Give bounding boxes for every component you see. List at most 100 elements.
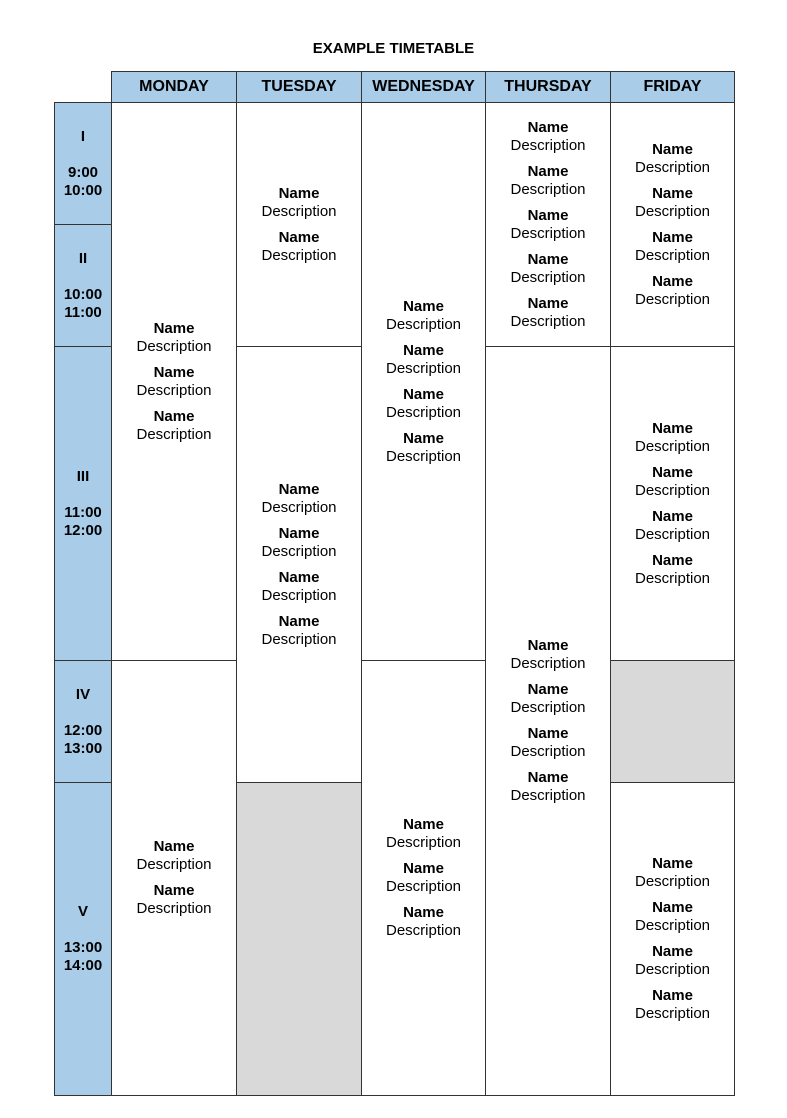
period-label: IV: [75, 685, 91, 703]
class-name: Name: [403, 341, 444, 359]
class-entry: Name Description: [261, 613, 336, 649]
period-cell: I 9:00 10:00: [54, 102, 112, 225]
period-label: V: [77, 903, 88, 920]
period-start: 10:00: [63, 285, 103, 303]
class-description: Description: [136, 900, 212, 917]
class-description: Description: [634, 525, 711, 543]
class-entry: Name Description: [136, 364, 211, 400]
class-name: Name: [652, 140, 693, 158]
class-entry: Name Description: [635, 987, 710, 1023]
class-description: Description: [634, 202, 711, 220]
class-description: Description: [634, 246, 711, 264]
class-description: Description: [385, 403, 462, 421]
class-block: Name Description Name Description Name Descri…: [361, 102, 486, 661]
period-start: 11:00: [64, 503, 102, 521]
class-description: Description: [385, 447, 462, 465]
period-cell: V 13:00 14:00: [54, 782, 112, 1096]
page-title: EXAMPLE TIMETABLE: [312, 40, 475, 57]
period-cell: II 10:00 11:00: [54, 224, 112, 347]
class-description: Description: [261, 246, 337, 264]
class-description: Description: [261, 498, 337, 516]
class-description: Description: [385, 359, 462, 377]
class-entry: Name Description: [635, 899, 710, 935]
class-description: Description: [261, 202, 337, 220]
day-header-tuesday: TUESDAY: [236, 71, 362, 103]
class-description: Description: [510, 136, 586, 154]
class-name: Name: [652, 419, 693, 437]
class-entry: Name Description: [510, 163, 585, 199]
class-name: Name: [527, 206, 569, 224]
class-entry: Name Description: [635, 552, 710, 588]
class-description: Description: [634, 158, 711, 176]
class-description: Description: [385, 834, 462, 851]
class-entry: Name Description: [510, 251, 585, 287]
period-end: 12:00: [63, 521, 103, 539]
class-entry: Name Description: [261, 525, 336, 561]
class-block: Name Description Name Description Name Descri…: [361, 660, 486, 1096]
class-name: Name: [153, 838, 195, 855]
class-description: Description: [261, 586, 337, 604]
class-name: Name: [403, 860, 444, 877]
day-header-thursday: THURSDAY: [485, 71, 611, 103]
class-name: Name: [403, 429, 444, 447]
class-name: Name: [527, 250, 569, 268]
class-name: Name: [278, 480, 320, 498]
class-description: Description: [634, 961, 711, 978]
period-label: I: [80, 127, 86, 145]
class-entry: Name Description: [386, 430, 461, 466]
class-name: Name: [652, 184, 693, 202]
period-cell: IV 12:00 13:00: [54, 660, 112, 783]
class-entry: Name Description: [635, 943, 710, 979]
class-entry: Name Description: [386, 342, 461, 378]
class-entry: Name Description: [136, 838, 211, 874]
class-description: Description: [634, 437, 711, 455]
class-entry: Name Description: [386, 860, 461, 896]
class-entry: Name Description: [510, 769, 585, 805]
class-entry: Name Description: [386, 904, 461, 940]
class-entry: Name Description: [635, 229, 710, 265]
class-block: Name Description Name Description Name Descri…: [236, 346, 362, 783]
class-entry: Name Description: [635, 508, 710, 544]
class-name: Name: [652, 987, 693, 1004]
class-block: Name Description Name Description Name Descri…: [610, 346, 735, 661]
class-name: Name: [403, 297, 444, 315]
class-block: Name Description Name Description: [236, 102, 362, 347]
period-end: 11:00: [64, 303, 102, 321]
period-start: 12:00: [63, 721, 103, 739]
class-block: Name Description Name Description Name Descri…: [610, 782, 735, 1096]
class-name: Name: [652, 228, 693, 246]
class-description: Description: [510, 743, 586, 760]
class-block: Name Description Name Description: [111, 660, 237, 1096]
class-description: Description: [136, 856, 212, 873]
class-description: Description: [510, 655, 586, 672]
class-block: Name Description Name Description Name Descri…: [610, 102, 735, 347]
class-entry: Name Description: [635, 420, 710, 456]
class-name: Name: [527, 162, 569, 180]
class-description: Description: [385, 922, 462, 939]
class-name: Name: [403, 816, 444, 833]
class-entry: Name Description: [136, 882, 211, 918]
class-description: Description: [136, 425, 212, 443]
class-description: Description: [385, 878, 462, 895]
class-entry: Name Description: [510, 207, 585, 243]
class-name: Name: [527, 769, 569, 786]
class-name: Name: [278, 612, 320, 630]
class-name: Name: [403, 904, 444, 921]
period-start: 13:00: [63, 939, 103, 956]
class-description: Description: [634, 569, 711, 587]
class-block: Name Description Name Description Name Descri…: [485, 102, 611, 347]
class-entry: Name Description: [386, 386, 461, 422]
class-name: Name: [527, 725, 569, 742]
class-description: Description: [136, 381, 212, 399]
class-name: Name: [153, 882, 195, 899]
class-description: Description: [634, 917, 711, 934]
class-name: Name: [153, 363, 195, 381]
class-name: Name: [527, 294, 569, 312]
day-header-friday: FRIDAY: [610, 71, 735, 103]
class-description: Description: [510, 224, 586, 242]
class-entry: Name Description: [261, 569, 336, 605]
class-name: Name: [652, 272, 693, 290]
class-name: Name: [278, 568, 320, 586]
class-entry: Name Description: [386, 298, 461, 334]
class-entry: Name Description: [261, 185, 336, 221]
